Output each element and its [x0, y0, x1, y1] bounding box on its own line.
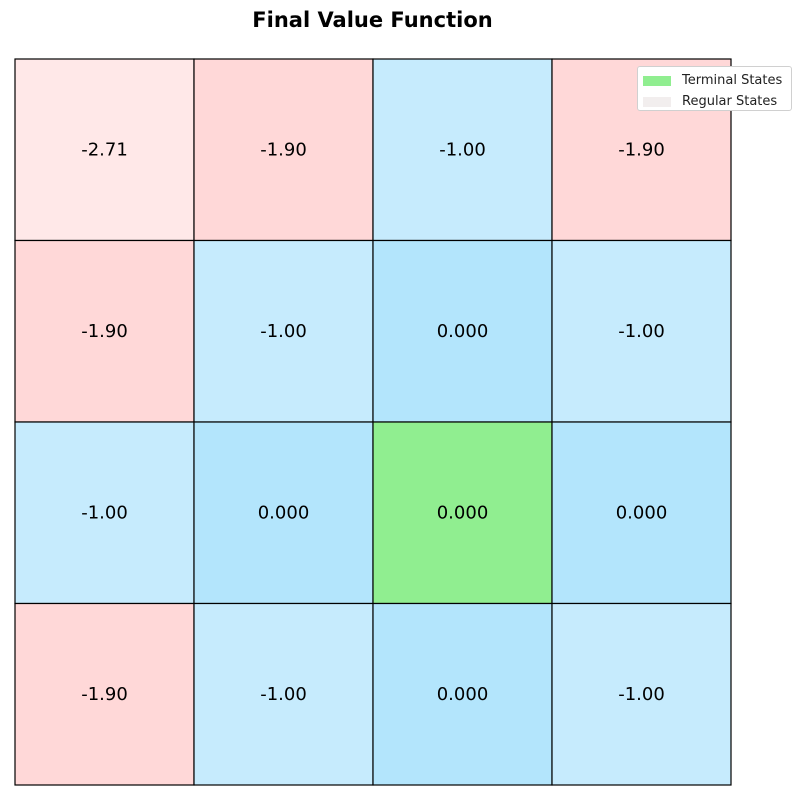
- grid-cell-r0-c1: [193, 58, 374, 242]
- grid-cell-r1-c3: [551, 239, 732, 423]
- cell-value-r1-c1: -1.00: [260, 321, 307, 342]
- grid-cell-r0-c2: [372, 58, 553, 242]
- cell-value-r3-c1: -1.00: [260, 684, 307, 705]
- legend-label-regular: Regular States: [682, 94, 778, 109]
- grid-cell-r3-c2: [372, 602, 553, 786]
- cell-value-r2-c2: 0.000: [437, 502, 489, 523]
- grid-cell-r3-c3: [551, 602, 732, 786]
- cell-value-r0-c3: -1.90: [618, 139, 665, 160]
- cell-value-r0-c1: -1.90: [260, 139, 307, 160]
- cell-value-r2-c3: 0.000: [616, 502, 668, 523]
- grid-cell-r3-c1: [193, 602, 374, 786]
- cell-value-r1-c2: 0.000: [437, 321, 489, 342]
- legend-swatch-terminal: [643, 75, 671, 86]
- chart-title: Final Value Function: [252, 8, 493, 32]
- legend-entry-terminal: Terminal States: [643, 70, 791, 91]
- legend: Terminal States Regular States: [637, 66, 792, 111]
- cell-value-r1-c0: -1.90: [81, 321, 128, 342]
- legend-label-terminal: Terminal States: [682, 73, 783, 88]
- cell-value-r2-c1: 0.000: [258, 502, 310, 523]
- grid-cell-r0-c0: [14, 58, 195, 242]
- cell-value-r3-c0: -1.90: [81, 684, 128, 705]
- grid-cell-r2-c0: [14, 421, 195, 605]
- cell-value-r3-c3: -1.00: [618, 684, 665, 705]
- legend-swatch-regular: [643, 96, 671, 107]
- cell-value-r2-c0: -1.00: [81, 502, 128, 523]
- grid-cell-r2-c3: [551, 421, 732, 605]
- legend-entry-regular: Regular States: [643, 91, 791, 112]
- cell-value-r0-c0: -2.71: [81, 139, 128, 160]
- grid-cell-r1-c2: [372, 239, 553, 423]
- cell-value-r3-c2: 0.000: [437, 684, 489, 705]
- cell-value-r0-c2: -1.00: [439, 139, 486, 160]
- grid-cell-r2-c1: [193, 421, 374, 605]
- cell-value-r1-c3: -1.00: [618, 321, 665, 342]
- grid-cell-r3-c0: [14, 602, 195, 786]
